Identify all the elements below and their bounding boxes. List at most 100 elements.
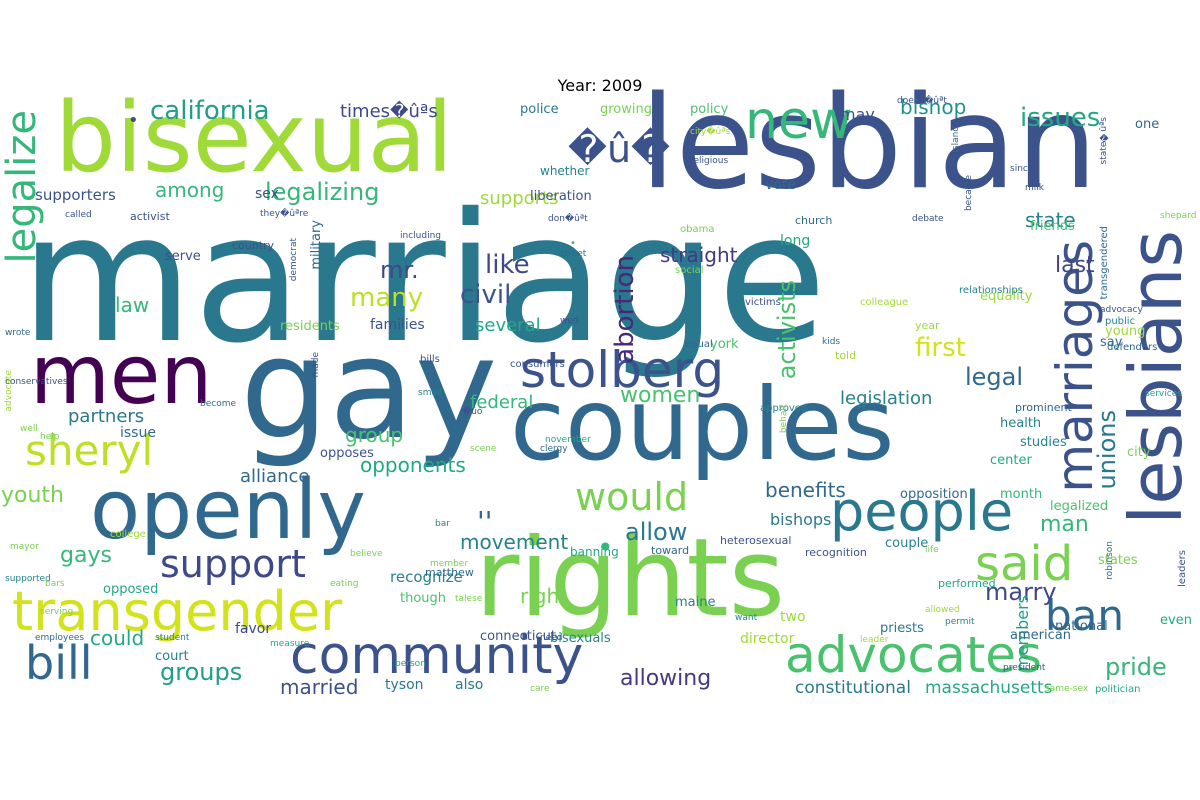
word-glyph: • (570, 238, 576, 249)
word-policy: policy (690, 102, 729, 117)
word-group: group (345, 423, 404, 447)
word-states: states (1098, 553, 1138, 568)
word-november: november (545, 435, 591, 445)
word-activist: activist (130, 210, 170, 223)
word-wrote: wrote (5, 328, 31, 338)
word-conservatives: conservatives (5, 377, 68, 387)
word-serve: serve (165, 249, 201, 264)
word-bisexuals: bisexuals (550, 631, 611, 646)
word-police: police (520, 102, 559, 117)
word-glyph: '' (477, 505, 493, 538)
word-kids: kids (822, 337, 841, 347)
word-transgender: transgender (12, 580, 343, 643)
word-student: student (155, 633, 190, 643)
word-sex: sex (255, 186, 279, 202)
word-men: men (30, 328, 213, 423)
word-care: care (530, 684, 550, 694)
word-don-t: don�ûªt (548, 214, 588, 224)
word-health: health (1000, 416, 1042, 431)
word-like: like (485, 250, 530, 280)
word-allow: allow (625, 518, 688, 546)
word-legal: legal (965, 363, 1024, 391)
word-maine: maine (675, 595, 716, 610)
word-performed: performed (938, 577, 996, 590)
word-women: women (620, 383, 701, 408)
word-opposed: opposed (103, 582, 159, 597)
word-robinson: robinson (1105, 541, 1115, 580)
word-sheryl: sheryl (25, 426, 154, 475)
word-defenders: defenders (1107, 342, 1158, 353)
word-openly: openly (90, 463, 366, 558)
word-bars: bars (45, 579, 65, 589)
word-allowing: allowing (620, 666, 712, 691)
word-small: small (418, 388, 442, 398)
word-growing: growing (600, 102, 652, 117)
word-military: military (309, 220, 324, 270)
word-opposition: opposition (900, 487, 968, 502)
word-one: one (1135, 117, 1160, 132)
word-partners: partners (68, 406, 145, 427)
word-couple: couple (885, 536, 929, 551)
word-legalizing: legalizing (265, 178, 380, 206)
word-straight: straight (660, 243, 738, 267)
word-american: american (1010, 628, 1071, 643)
word-told: told (835, 349, 857, 362)
word-man: man (1040, 512, 1089, 537)
word-supported: supported (5, 574, 51, 584)
word-said: said (975, 536, 1074, 592)
word-well: well (20, 424, 38, 434)
word-unions: unions (1093, 410, 1121, 490)
word-person: person (395, 659, 426, 669)
word-legislation: legislation (840, 388, 933, 409)
word-leader: leader (860, 635, 889, 645)
word-behalf: behalf (779, 405, 789, 434)
word-alliance: alliance (240, 466, 310, 487)
word-doesn-t: doesn�ûªt (897, 96, 947, 106)
word-glyph: • (128, 110, 139, 131)
word-mr: mr. (380, 256, 419, 284)
word-approved: approved (760, 403, 808, 414)
word-couples: couples (510, 366, 895, 483)
word-church: church (795, 214, 833, 227)
word-gay: gay (240, 308, 498, 471)
word-tyson: tyson (385, 677, 424, 693)
word-glyph: �û� (568, 127, 671, 171)
word-made: made (311, 352, 321, 378)
word-toward: toward (651, 544, 690, 557)
word-court: court (155, 649, 189, 664)
word-religious: religious (690, 156, 729, 166)
word-long: long (780, 233, 811, 249)
word-talese: talese (455, 594, 483, 604)
word-bisexual: bisexual (55, 82, 454, 194)
word-liberation: liberation (530, 189, 592, 204)
word-pride: pride (1105, 653, 1167, 681)
word-could: could (90, 626, 145, 650)
word-milk: milk (1025, 183, 1044, 193)
word-state: state (1025, 208, 1076, 232)
word-right: right (520, 584, 567, 608)
word-shepard: shepard (1160, 211, 1197, 221)
page-title: Year: 2009 (557, 76, 643, 95)
word-glyph: �ûó (462, 407, 483, 417)
word-permit: permit (945, 617, 975, 627)
word-relationships: relationships (959, 285, 1023, 296)
word-youth: youth (1, 483, 64, 508)
word-vote: vote (765, 177, 796, 193)
word-people: people (830, 480, 1014, 543)
word-bishop: bishop (900, 95, 967, 119)
word-lesbians: lesbians (1114, 230, 1198, 525)
word-lesbian: lesbian (640, 69, 1098, 218)
word-college: college (110, 529, 146, 540)
word-social: social (675, 265, 704, 276)
word-studies: studies (1020, 435, 1067, 450)
word-leaders: leaders (1177, 550, 1188, 587)
word-last: last (1055, 253, 1095, 278)
word-they-re: they�ûªre (260, 209, 309, 219)
word-eating: eating (330, 579, 359, 589)
word-need: need (540, 633, 563, 643)
word-recognize: recognize (390, 568, 463, 586)
word-activists: activists (773, 280, 801, 380)
word-state-s: state�ûªs (1099, 117, 1109, 165)
word-politician: politician (1095, 684, 1141, 695)
word-prominent: prominent (1015, 401, 1072, 414)
